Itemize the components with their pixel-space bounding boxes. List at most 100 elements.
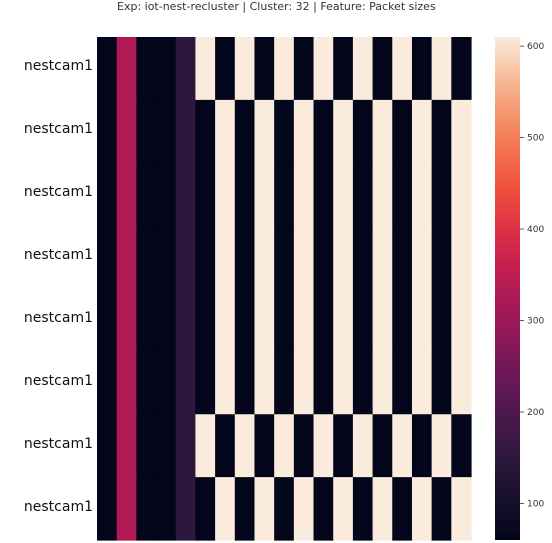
heatmap-cell (136, 225, 157, 290)
heatmap-cell (352, 162, 374, 227)
heatmap-cell (234, 477, 256, 541)
heatmap-cell (116, 37, 137, 101)
heatmap-cell (392, 477, 413, 541)
heatmap-cell (274, 351, 295, 415)
heatmap-cell (156, 225, 177, 290)
colorbar-tick-label: 600 (527, 42, 544, 52)
heatmap-cell (411, 99, 433, 164)
heatmap-cell (274, 414, 295, 478)
heatmap-cell (293, 162, 315, 227)
heatmap-cell (116, 414, 137, 478)
heatmap-cell (136, 477, 157, 541)
heatmap-cell (333, 288, 354, 352)
heatmap-cell (97, 351, 118, 415)
heatmap-cell (116, 477, 137, 541)
heatmap-cell (333, 225, 354, 290)
heatmap-cell (156, 477, 177, 541)
heatmap-cell (156, 414, 177, 478)
heatmap-cell (116, 162, 137, 227)
colorbar (495, 37, 520, 540)
heatmap-cell (431, 288, 452, 352)
heatmap-cell (195, 99, 216, 164)
heatmap-cell (352, 351, 374, 415)
row-label: nestcam1 (23, 372, 93, 389)
heatmap-cell (254, 477, 275, 541)
heatmap-cell (97, 477, 118, 541)
heatmap-cell (234, 225, 256, 290)
heatmap-cell (97, 99, 118, 164)
heatmap-cell (392, 37, 413, 101)
heatmap-cell (431, 225, 452, 290)
heatmap-cell (195, 414, 216, 478)
heatmap-cell (451, 37, 472, 101)
heatmap-cell (392, 351, 413, 415)
heatmap-cell (274, 225, 295, 290)
heatmap-cell (451, 99, 472, 164)
heatmap-cell (293, 37, 315, 101)
heatmap-cell (97, 162, 118, 227)
heatmap-cell (116, 225, 137, 290)
row-label: nestcam1 (23, 309, 93, 326)
heatmap-cell (313, 414, 334, 478)
heatmap-cell (293, 414, 315, 478)
heatmap-cells (97, 37, 472, 541)
heatmap-cell (372, 99, 393, 164)
heatmap-cell (136, 288, 157, 352)
heatmap-cell (175, 37, 197, 101)
heatmap-cell (254, 37, 275, 101)
heatmap-cell (372, 414, 393, 478)
heatmap-cell (313, 288, 334, 352)
heatmap-cell (392, 414, 413, 478)
heatmap-cell (313, 225, 334, 290)
heatmap-cell (431, 477, 452, 541)
heatmap-cell (97, 225, 118, 290)
heatmap-cell (333, 99, 354, 164)
heatmap-cell (451, 225, 472, 290)
heatmap-cell (411, 37, 433, 101)
heatmap-cell (195, 37, 216, 101)
heatmap-cell (431, 351, 452, 415)
heatmap-cell (136, 351, 157, 415)
heatmap-cell (274, 477, 295, 541)
heatmap-cell (116, 288, 137, 352)
heatmap-cell (431, 99, 452, 164)
heatmap-cell (215, 99, 236, 164)
heatmap-cell (97, 414, 118, 478)
row-label: nestcam1 (23, 435, 93, 452)
heatmap-cell (274, 162, 295, 227)
heatmap-cell (156, 351, 177, 415)
row-label: nestcam1 (23, 184, 93, 201)
heatmap-cell (372, 225, 393, 290)
heatmap-cell (195, 477, 216, 541)
heatmap-cell (451, 414, 472, 478)
heatmap-cell (234, 414, 256, 478)
heatmap-cell (175, 351, 197, 415)
heatmap-cell (116, 99, 137, 164)
heatmap-cell (293, 99, 315, 164)
heatmap-cell (175, 162, 197, 227)
heatmap-cell (333, 351, 354, 415)
heatmap-cell (215, 477, 236, 541)
heatmap-cell (195, 288, 216, 352)
heatmap-cell (352, 288, 374, 352)
colorbar-tick-label: 200 (527, 408, 544, 418)
heatmap-cell (156, 162, 177, 227)
heatmap-cell (333, 37, 354, 101)
heatmap-cell (254, 288, 275, 352)
row-label: nestcam1 (23, 58, 93, 75)
heatmap-cell (215, 288, 236, 352)
heatmap-cell (372, 162, 393, 227)
heatmap-cell (234, 37, 256, 101)
heatmap-cell (431, 162, 452, 227)
heatmap-cell (136, 37, 157, 101)
heatmap-cell (215, 162, 236, 227)
colorbar-tick-label: 400 (527, 225, 544, 235)
heatmap-cell (254, 414, 275, 478)
heatmap-cell (215, 414, 236, 478)
heatmap-cell (175, 288, 197, 352)
heatmap-cell (156, 288, 177, 352)
heatmap-cell (156, 99, 177, 164)
colorbar-ticks: 100 200 300 400 500 600 (520, 42, 544, 509)
heatmap-cell (274, 99, 295, 164)
heatmap-cell (372, 288, 393, 352)
